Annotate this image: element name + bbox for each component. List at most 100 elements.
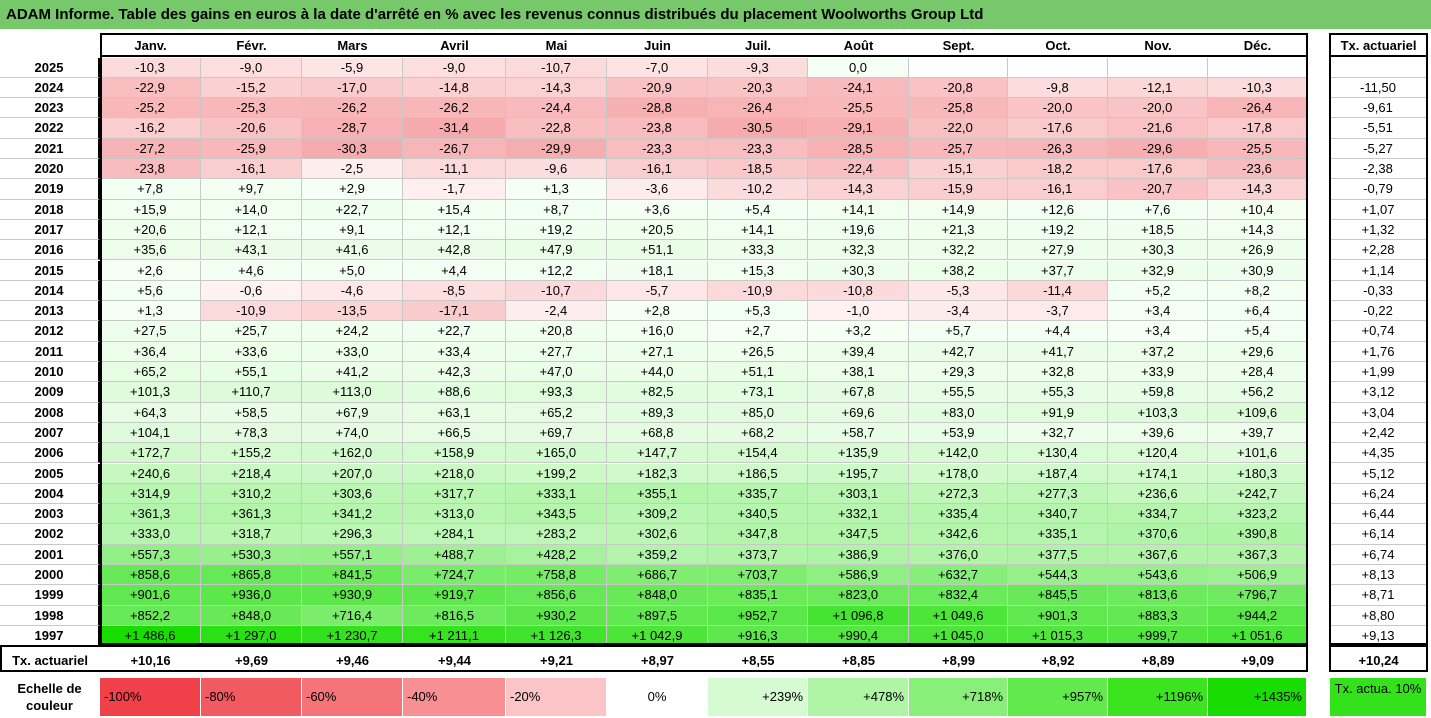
table-cell: +32,9 bbox=[1108, 260, 1208, 281]
table-cell: -24,1 bbox=[808, 77, 909, 99]
table-cell: +33,6 bbox=[201, 341, 302, 362]
table-cell: +1 049,6 bbox=[909, 605, 1008, 626]
row-rate-value: +8,80 bbox=[1330, 605, 1427, 626]
row-rate-value: +5,12 bbox=[1330, 463, 1427, 484]
table-cell: -20,9 bbox=[607, 77, 708, 99]
table-cell: +586,9 bbox=[808, 565, 909, 586]
table-cell: +335,1 bbox=[1008, 524, 1108, 545]
table-cell: -10,7 bbox=[506, 280, 607, 302]
table-cell: +30,3 bbox=[808, 260, 909, 281]
table-cell: -14,3 bbox=[808, 179, 909, 200]
table-cell: +543,6 bbox=[1108, 565, 1208, 586]
table-cell: -21,6 bbox=[1108, 118, 1208, 139]
table-cell: -17,8 bbox=[1208, 118, 1307, 139]
rate-column-header: Tx. actuariel bbox=[1330, 33, 1427, 57]
table-cell: +162,0 bbox=[302, 443, 403, 464]
table-cell: +832,4 bbox=[909, 585, 1008, 606]
table-cell: +26,9 bbox=[1208, 240, 1307, 261]
table-cell: +55,5 bbox=[909, 382, 1008, 403]
table-cell: +284,1 bbox=[403, 524, 506, 545]
row-rate-value: +8,71 bbox=[1330, 585, 1427, 606]
row-year-label: 2023 bbox=[0, 98, 100, 119]
row-year-label: 2016 bbox=[0, 240, 100, 261]
footer-rate-value: +8,92 bbox=[1041, 653, 1075, 669]
table-cell: +858,6 bbox=[100, 565, 201, 586]
table-cell: +25,7 bbox=[201, 321, 302, 342]
table-cell: +64,3 bbox=[100, 402, 201, 423]
table-cell: +333,1 bbox=[506, 483, 607, 505]
table-cell: -11,1 bbox=[403, 159, 506, 180]
table-cell: +318,7 bbox=[201, 524, 302, 545]
table-cell: -17,6 bbox=[1108, 159, 1208, 180]
column-header-5: Mai bbox=[506, 33, 607, 57]
table-cell: +55,1 bbox=[201, 362, 302, 383]
table-cell: +4,6 bbox=[201, 260, 302, 281]
table-cell: +816,5 bbox=[403, 605, 506, 626]
table-cell: +35,6 bbox=[100, 240, 201, 261]
table-cell: +39,4 bbox=[808, 341, 909, 362]
row-rate-value: +8,13 bbox=[1330, 565, 1427, 586]
footer-rate-value: +9,46 bbox=[336, 653, 369, 669]
table-cell: +343,5 bbox=[506, 504, 607, 525]
table-cell: +335,7 bbox=[708, 483, 808, 505]
table-cell: +165,0 bbox=[506, 443, 607, 464]
row-year-label: 2015 bbox=[0, 260, 100, 281]
column-header-10: Oct. bbox=[1008, 33, 1108, 57]
table-cell: +2,7 bbox=[708, 321, 808, 342]
table-cell: -28,5 bbox=[808, 138, 909, 159]
table-cell: -9,8 bbox=[1008, 77, 1108, 99]
table-cell: +19,2 bbox=[506, 219, 607, 241]
table-cell: +703,7 bbox=[708, 565, 808, 586]
color-scale-stop: -40% bbox=[403, 678, 506, 716]
table-cell: -25,2 bbox=[100, 98, 201, 119]
table-cell: +302,6 bbox=[607, 524, 708, 545]
table-cell: +158,9 bbox=[403, 443, 506, 464]
table-cell: +38,1 bbox=[808, 362, 909, 383]
table-cell: +277,3 bbox=[1008, 483, 1108, 505]
color-scale-rate-label: Tx. actua. 10% bbox=[1330, 678, 1427, 716]
table-cell: +3,4 bbox=[1108, 301, 1208, 322]
table-cell: +53,9 bbox=[909, 422, 1008, 444]
table-cell: +147,7 bbox=[607, 443, 708, 464]
footer-rate-value: +9,44 bbox=[438, 653, 471, 669]
table-cell: +8,2 bbox=[1208, 280, 1307, 302]
footer-rate-value: +8,99 bbox=[942, 653, 975, 669]
table-cell: -8,5 bbox=[403, 280, 506, 302]
table-cell: +848,0 bbox=[607, 585, 708, 606]
row-rate-value: -0,79 bbox=[1330, 179, 1427, 200]
table-cell: +39,7 bbox=[1208, 422, 1307, 444]
table-cell: +310,2 bbox=[201, 483, 302, 505]
table-cell: +20,6 bbox=[100, 219, 201, 241]
row-rate-value: +2,42 bbox=[1330, 422, 1427, 444]
color-scale-stop: +1196% bbox=[1108, 678, 1208, 716]
table-cell: -25,7 bbox=[909, 138, 1008, 159]
row-rate-value: +1,07 bbox=[1330, 199, 1427, 220]
row-year-label: 2018 bbox=[0, 199, 100, 220]
table-cell: +848,0 bbox=[201, 605, 302, 626]
table-cell: -0,6 bbox=[201, 280, 302, 302]
table-cell: +4,4 bbox=[403, 260, 506, 281]
table-cell: +901,3 bbox=[1008, 605, 1108, 626]
table-cell: +41,2 bbox=[302, 362, 403, 383]
table-cell: +5,7 bbox=[909, 321, 1008, 342]
table-cell: +2,6 bbox=[100, 260, 201, 281]
table-cell: -23,8 bbox=[100, 159, 201, 180]
table-cell: +67,8 bbox=[808, 382, 909, 403]
color-scale-stop: -100% bbox=[100, 678, 201, 716]
table-cell: +340,5 bbox=[708, 504, 808, 525]
table-cell: -30,3 bbox=[302, 138, 403, 159]
table-cell: +85,0 bbox=[708, 402, 808, 423]
color-scale-stop: +957% bbox=[1008, 678, 1108, 716]
footer-rate-value: +8,85 bbox=[842, 653, 875, 669]
row-rate-value: +6,74 bbox=[1330, 544, 1427, 565]
table-cell: +187,4 bbox=[1008, 463, 1108, 484]
row-year-label: 2010 bbox=[0, 362, 100, 383]
table-cell: +27,7 bbox=[506, 341, 607, 362]
table-cell: -25,3 bbox=[201, 98, 302, 119]
table-cell: +341,2 bbox=[302, 504, 403, 525]
table-cell: +154,4 bbox=[708, 443, 808, 464]
table-cell: +135,9 bbox=[808, 443, 909, 464]
table-cell: -7,0 bbox=[607, 57, 708, 78]
table-cell bbox=[1008, 57, 1108, 78]
table-cell: -25,8 bbox=[909, 98, 1008, 119]
